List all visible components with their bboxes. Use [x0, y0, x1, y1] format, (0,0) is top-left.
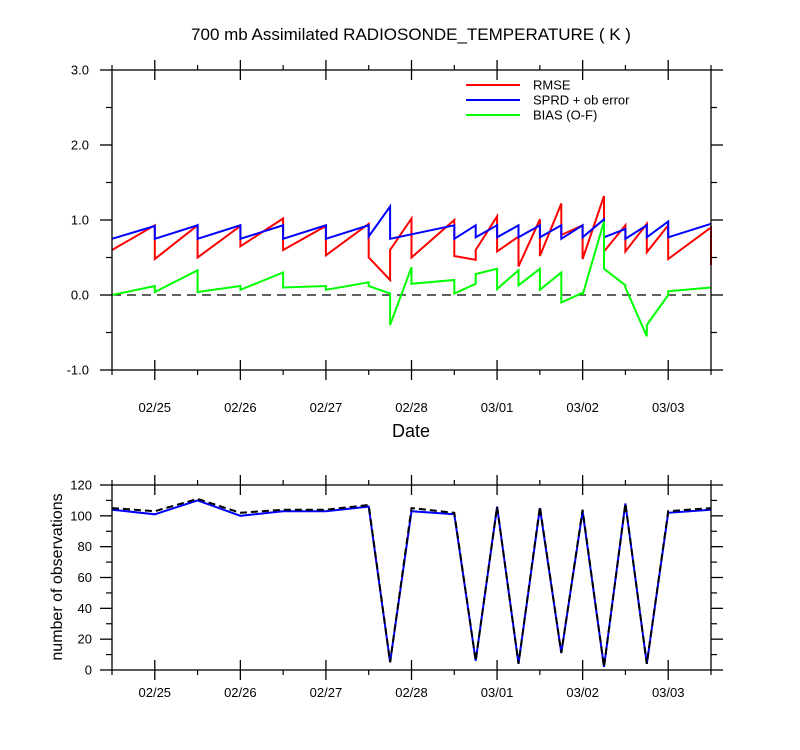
x-tick-label: 02/25	[139, 685, 172, 700]
y-tick-label: 80	[78, 539, 92, 554]
x-tick-label: 03/02	[566, 400, 599, 415]
x-tick-label: 02/26	[224, 400, 257, 415]
y-tick-label: 1.0	[71, 213, 89, 228]
x-tick-label: 02/26	[224, 685, 257, 700]
y-tick-label: 40	[78, 601, 92, 616]
series-line-total-observations	[111, 497, 712, 668]
y-tick-label: 120	[70, 478, 92, 493]
bottom-chart: 02/25 02/26 02/27 02/28 03/01 03/02 03/03 0 20 40…	[49, 475, 723, 700]
y-tick-label: 2.0	[71, 138, 89, 153]
top-plot-frame	[111, 69, 712, 371]
legend-label: RMSE	[533, 78, 571, 93]
y-tick-label: 0	[85, 663, 92, 678]
y-axis-label-observations: number of observations	[49, 493, 66, 660]
x-tick-label: 03/02	[566, 685, 599, 700]
bottom-ticks-group: 02/25 02/26 02/27 02/28 03/01 03/02 03/03 0 20 40…	[70, 475, 723, 700]
top-series-group	[111, 195, 712, 337]
series-line-used-observations	[111, 499, 712, 668]
bottom-plot-frame	[111, 484, 712, 671]
bottom-series-group	[111, 497, 712, 668]
x-tick-label: 03/01	[481, 685, 514, 700]
legend-label: SPRD + ob error	[533, 93, 630, 108]
x-tick-label: 03/03	[652, 400, 685, 415]
x-tick-label: 02/28	[395, 685, 428, 700]
top-chart: 700 mb Assimilated RADIOSONDE_TEMPERATUR…	[67, 25, 723, 441]
y-tick-label: 3.0	[71, 63, 89, 78]
chart-title: 700 mb Assimilated RADIOSONDE_TEMPERATUR…	[191, 25, 631, 44]
y-tick-label: -1.0	[67, 363, 89, 378]
y-tick-label: 0.0	[71, 288, 89, 303]
x-axis-label: Date	[392, 421, 430, 441]
y-tick-label: 100	[70, 508, 92, 523]
x-tick-label: 02/27	[310, 400, 343, 415]
x-tick-label: 03/01	[481, 400, 514, 415]
x-tick-label: 02/25	[139, 400, 172, 415]
legend-label: BIAS (O-F)	[533, 108, 597, 123]
top-ticks-group: 02/25 02/26 02/27 02/28 03/01 03/02 03/03 -1.0 0…	[67, 60, 723, 415]
y-tick-label: 20	[78, 632, 92, 647]
series-line-bias-o-f	[111, 221, 712, 337]
x-tick-label: 02/27	[310, 685, 343, 700]
x-tick-label: 02/28	[395, 400, 428, 415]
series-line-sprd-ob-error	[111, 203, 712, 241]
x-tick-label: 03/03	[652, 685, 685, 700]
y-tick-label: 60	[78, 570, 92, 585]
